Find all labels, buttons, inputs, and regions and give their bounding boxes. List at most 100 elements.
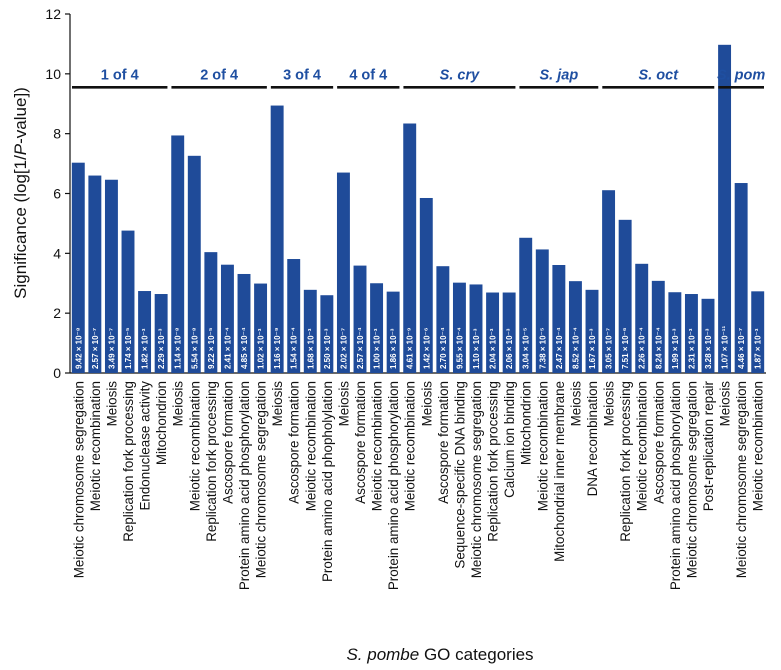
p-value-label: 7.38 × 10⁻⁵: [538, 327, 547, 369]
p-value-label: 1.67 × 10⁻³: [588, 328, 597, 369]
bar: [668, 292, 682, 373]
category-labels: Meiotic chromosome segregation Meiotic re…: [71, 380, 765, 590]
bar: [187, 155, 201, 373]
bar: [651, 280, 665, 373]
group-label: S. jap: [540, 67, 579, 83]
bar: [469, 284, 483, 373]
y-axis-label: Significance (log[1/P-value]): [11, 87, 30, 299]
category-label: Ascospore formation: [220, 381, 235, 504]
bar: [336, 172, 350, 373]
category-label: Ascospore formation: [436, 381, 451, 504]
bar: [370, 283, 384, 373]
category-label: Meiotic recombination: [187, 381, 202, 511]
category-label: Meiotic recombination: [403, 381, 418, 511]
bar: [254, 283, 268, 373]
category-label: Mitochondrion: [519, 381, 534, 465]
p-value-label: 3.49 × 10⁻⁷: [107, 328, 116, 369]
group-label: 4 of 4: [349, 67, 387, 83]
bar: [71, 162, 85, 373]
axes: 0 2 4 6 8 10 12: [45, 6, 766, 381]
bar: [204, 252, 218, 373]
category-label: Meiotic recombination: [370, 381, 385, 511]
p-value-label: 2.41 × 10⁻⁴: [223, 327, 232, 369]
y-tick-label: 8: [53, 126, 61, 142]
category-label: Meiotic chromosome segregation: [684, 381, 699, 578]
category-label: Meiotic recombination: [303, 381, 318, 511]
bar: [88, 175, 102, 373]
group-label: S. pom: [717, 67, 765, 83]
p-value-label: 1.14 × 10⁻⁸: [174, 327, 183, 369]
category-label: Meiotic chromosome segregation: [254, 381, 269, 578]
category-label: Replication fork processing: [121, 381, 136, 542]
p-value-labels: 9.42 × 10⁻⁸ 2.57 × 10⁻⁷ 3.49 × 10⁻⁷ 1.74 × …: [74, 326, 762, 369]
category-label: Mitochondrial inner membrane: [552, 381, 567, 562]
bar: [419, 197, 433, 373]
bar: [701, 298, 715, 373]
category-label: Meiosis: [104, 381, 119, 427]
bar: [718, 44, 732, 374]
bar: [751, 291, 765, 373]
p-value-label: 1.02 × 10⁻³: [257, 328, 266, 369]
p-value-label: 8.52 × 10⁻⁴: [571, 327, 580, 369]
bar: [353, 265, 367, 373]
category-label: Meiosis: [171, 381, 186, 427]
y-tick-label: 4: [53, 245, 61, 261]
p-value-label: 1.82 × 10⁻³: [141, 328, 150, 369]
p-value-label: 1.87 × 10⁻³: [754, 328, 763, 369]
bar: [436, 266, 450, 373]
bar: [320, 295, 334, 373]
p-value-label: 2.04 × 10⁻³: [489, 328, 498, 369]
bar: [486, 292, 500, 373]
p-value-label: 5.54 × 10⁻⁸: [190, 327, 199, 369]
category-label: Calcium ion binding: [502, 381, 517, 498]
category-label: Meiotic recombination: [88, 381, 103, 511]
category-label: Meiotic recombination: [635, 381, 650, 511]
bar: [138, 291, 152, 373]
p-value-label: 1.07 × 10⁻¹¹: [721, 326, 730, 369]
group-brackets: 1 of 4 2 of 4 3 of 4 4 of 4 S. cry S. jap S. o…: [72, 67, 765, 89]
p-value-label: 2.29 × 10⁻³: [157, 328, 166, 369]
p-value-label: 9.42 × 10⁻⁸: [74, 327, 83, 369]
bar: [734, 183, 748, 373]
bar: [121, 230, 135, 373]
p-value-label: 2.02 × 10⁻⁷: [339, 328, 348, 369]
bar: [519, 237, 533, 373]
category-label: Meiotic recombination: [751, 381, 766, 511]
category-label: Replication fork processing: [204, 381, 219, 542]
bar: [452, 282, 466, 373]
category-label: Protein amino acid phosphorylation: [237, 381, 252, 590]
bar: [502, 292, 516, 373]
y-tick-label: 10: [45, 66, 61, 82]
p-value-label: 2.70 × 10⁻⁴: [439, 327, 448, 369]
p-value-label: 2.06 × 10⁻³: [505, 328, 514, 369]
p-value-label: 4.61 × 10⁻⁹: [406, 327, 415, 369]
category-label: Meiosis: [568, 381, 583, 427]
bar: [237, 273, 251, 373]
bar: [684, 294, 698, 373]
p-value-label: 2.50 × 10⁻³: [323, 328, 332, 369]
p-value-label: 2.57 × 10⁻⁷: [91, 328, 100, 369]
p-value-label: 1.00 × 10⁻³: [373, 328, 382, 369]
category-label: Ascospore formation: [651, 381, 666, 504]
bar: [585, 289, 599, 373]
category-label: Ascospore formation: [287, 381, 302, 504]
category-label: Sequence-specific DNA binding: [452, 381, 467, 569]
bar: [618, 219, 632, 373]
bar: [220, 264, 234, 373]
p-value-label: 3.04 × 10⁻⁵: [522, 327, 531, 369]
group-label: S. cry: [440, 67, 480, 83]
bar: [386, 291, 400, 373]
p-value-label: 8.24 × 10⁻⁴: [654, 327, 663, 369]
p-value-label: 4.85 × 10⁻⁴: [240, 327, 249, 369]
p-value-label: 1.99 × 10⁻³: [671, 328, 680, 369]
group-label: 3 of 4: [283, 67, 321, 83]
p-value-label: 7.51 × 10⁻⁶: [621, 327, 630, 369]
category-label: DNA recombination: [585, 381, 600, 496]
p-value-label: 1.74 × 10⁻⁵: [124, 327, 133, 369]
p-value-label: 9.22 × 10⁻⁵: [207, 327, 216, 369]
p-value-label: 1.68 × 10⁻³: [306, 328, 315, 369]
bar: [270, 105, 284, 374]
category-label: Ascospore formation: [353, 381, 368, 504]
p-value-label: 2.57 × 10⁻⁴: [356, 327, 365, 369]
p-value-label: 2.26 × 10⁻⁴: [638, 327, 647, 369]
